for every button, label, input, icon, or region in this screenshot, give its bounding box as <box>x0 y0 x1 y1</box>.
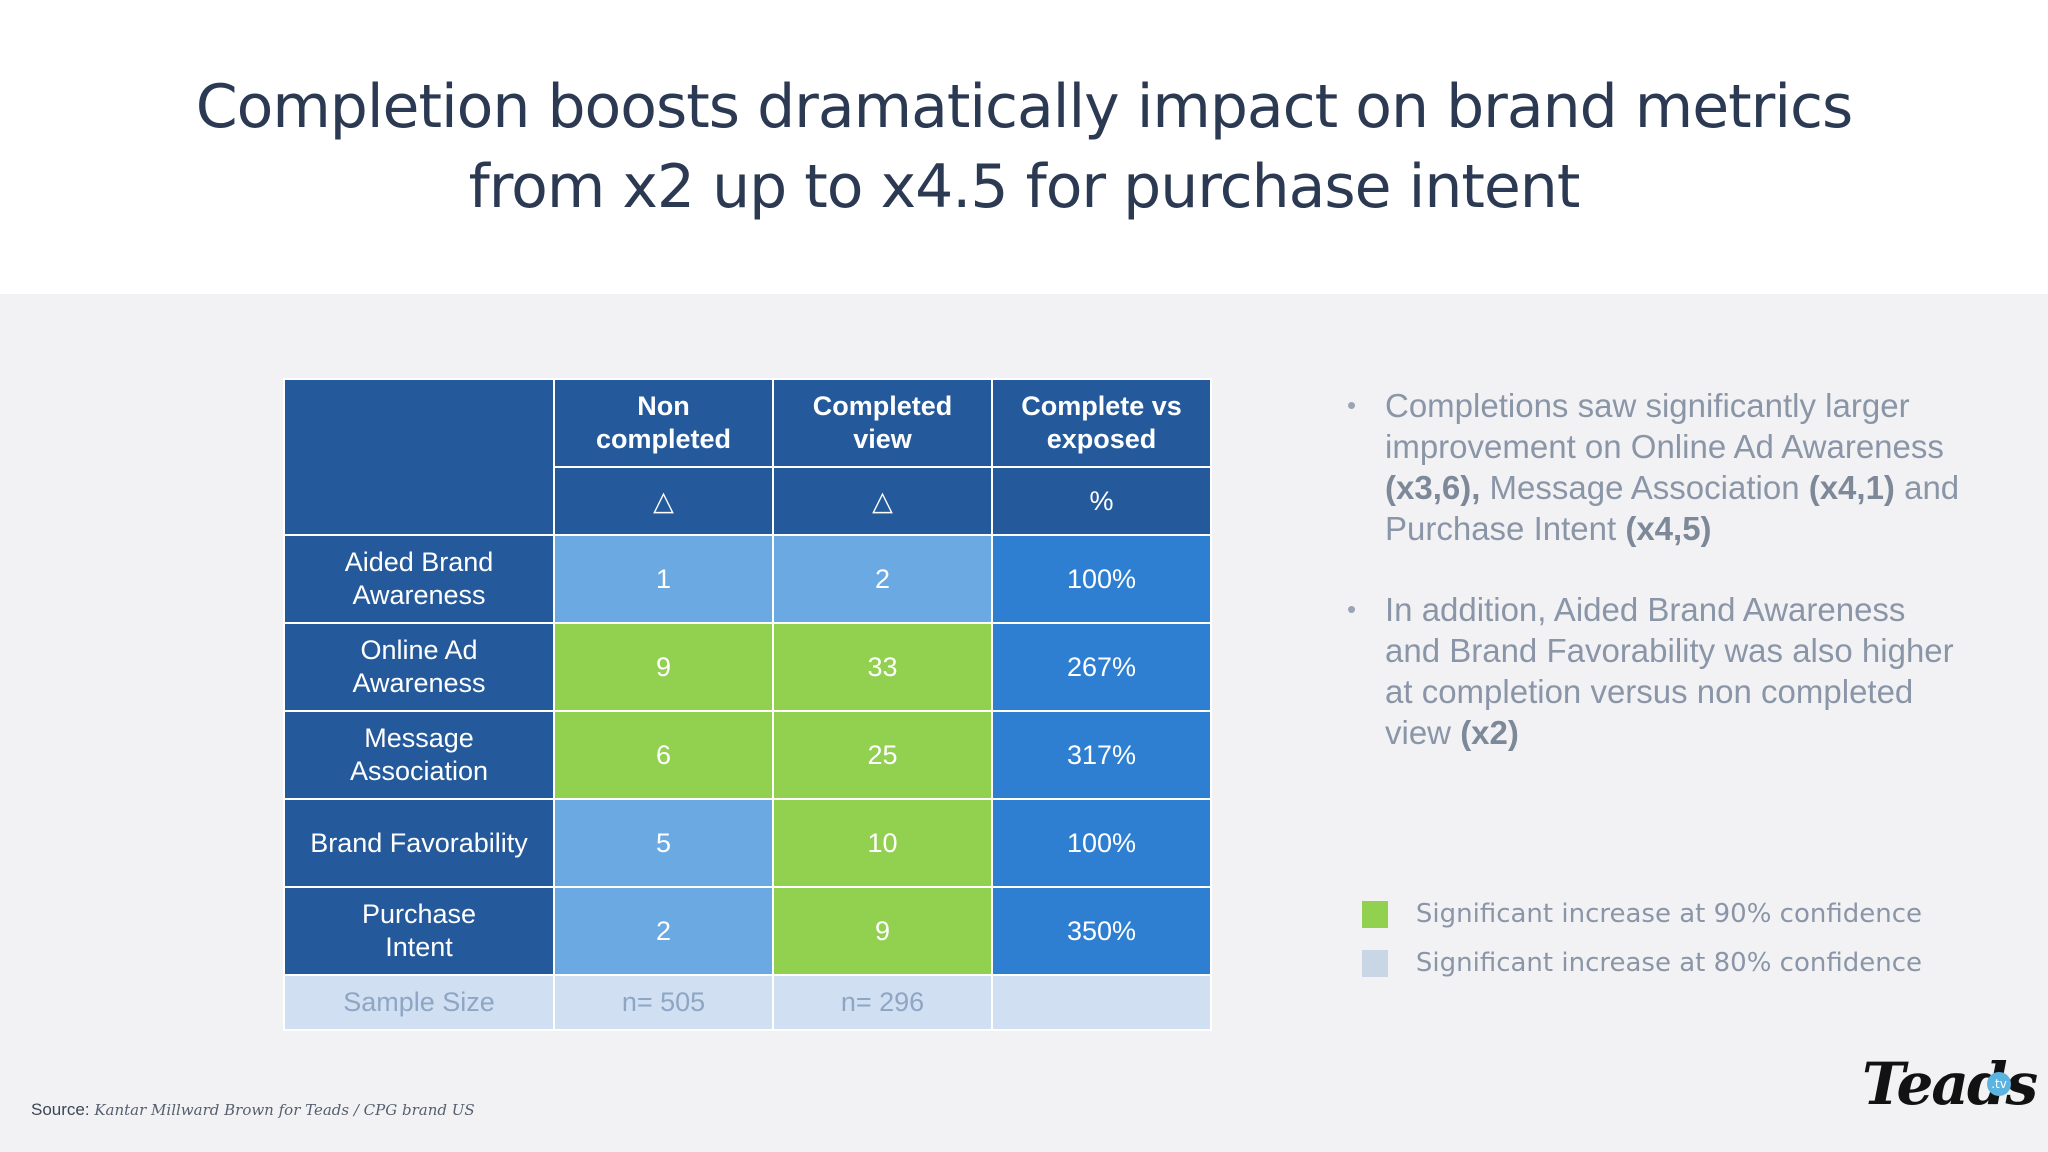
table-row: Online Ad Awareness 9 33 267% <box>283 622 1212 712</box>
cell-non-completed: 5 <box>553 798 774 888</box>
title-line-1: Completion boosts dramatically impact on… <box>195 72 1853 142</box>
row-label-text: Awareness <box>352 668 486 698</box>
table-row: Brand Favorability 5 10 100% <box>283 798 1212 888</box>
header-text: Non <box>637 391 690 421</box>
cell-non-completed: 1 <box>553 534 774 624</box>
row-label-text: Purchase <box>361 899 477 929</box>
sample-size-label: Sample Size <box>283 974 555 1031</box>
bullet-highlight: (x2) <box>1460 714 1519 751</box>
header-text: Completed <box>812 391 953 421</box>
title-line-2: from x2 up to x4.5 for purchase intent <box>468 152 1581 222</box>
bullet-text: In addition, Aided Brand Awareness and B… <box>1385 591 1954 751</box>
grey-swatch-icon <box>1362 949 1388 977</box>
sample-size-complete-vs-exposed <box>991 974 1212 1031</box>
cell-complete-vs-exposed: 267% <box>991 622 1212 712</box>
bullet-highlight: (x4,5) <box>1625 510 1712 547</box>
sample-size-row: Sample Size n= 505 n= 296 <box>283 974 1212 1031</box>
bullet-highlight: (x3,6), <box>1385 469 1481 506</box>
legend-label: Significant increase at 80% confidence <box>1415 948 1922 978</box>
finding-bullet: • In addition, Aided Brand Awareness and… <box>1343 589 1963 753</box>
header-text: view <box>853 424 912 454</box>
metrics-table: Non completed Completed view Complete vs… <box>283 378 1212 1031</box>
legend-item-90: Significant increase at 90% confidence <box>1362 899 1922 929</box>
source-label: Source: <box>31 1100 90 1119</box>
cell-completed-view: 9 <box>772 886 993 976</box>
teads-logo: Teads .tv <box>1862 1050 2038 1120</box>
table-row: Aided Brand Awareness 1 2 100% <box>283 534 1212 624</box>
header-complete-vs-exposed: Complete vs exposed <box>991 378 1212 468</box>
row-label-text: Awareness <box>352 580 486 610</box>
cell-completed-view: 10 <box>772 798 993 888</box>
source-note: Source: Kantar Millward Brown for Teads … <box>31 1100 475 1120</box>
header-non-completed: Non completed <box>553 378 774 468</box>
bullet-dot-icon: • <box>1347 594 1357 624</box>
row-label-text: Aided Brand <box>344 547 494 577</box>
logo-badge-icon: .tv <box>1987 1072 2011 1096</box>
cell-non-completed: 2 <box>553 886 774 976</box>
table-row: Purchase Intent 2 9 350% <box>283 886 1212 976</box>
delta-symbol: △ <box>553 466 774 536</box>
cell-non-completed: 6 <box>553 710 774 800</box>
finding-bullet: • Completions saw significantly larger i… <box>1343 385 1963 549</box>
legend-label: Significant increase at 90% confidence <box>1415 899 1922 929</box>
cell-complete-vs-exposed: 100% <box>991 534 1212 624</box>
cell-non-completed: 9 <box>553 622 774 712</box>
cell-complete-vs-exposed: 317% <box>991 710 1212 800</box>
row-label-text: Online Ad <box>360 635 478 665</box>
sample-size-non-completed: n= 505 <box>553 974 774 1031</box>
row-label-text: Intent <box>385 932 453 962</box>
sample-size-completed-view: n= 296 <box>772 974 993 1031</box>
bullet-highlight: (x4,1) <box>1808 469 1895 506</box>
row-label: Aided Brand Awareness <box>283 534 555 624</box>
row-label-text: Brand Favorability <box>310 827 528 858</box>
cell-completed-view: 25 <box>772 710 993 800</box>
source-text: Kantar Millward Brown for Teads / CPG br… <box>94 1101 475 1119</box>
cell-completed-view: 33 <box>772 622 993 712</box>
table-row: Message Association 6 25 317% <box>283 710 1212 800</box>
row-label: Online Ad Awareness <box>283 622 555 712</box>
slide-title: Completion boosts dramatically impact on… <box>0 0 2048 294</box>
header-text: completed <box>595 424 732 454</box>
percent-symbol: % <box>991 466 1212 536</box>
legend-item-80: Significant increase at 80% confidence <box>1362 948 1922 978</box>
cell-complete-vs-exposed: 100% <box>991 798 1212 888</box>
row-label: Purchase Intent <box>283 886 555 976</box>
bullet-text: Message Association <box>1480 469 1809 506</box>
table-corner-cell <box>283 378 555 536</box>
row-label-text: Message <box>364 723 474 753</box>
row-label: Brand Favorability <box>283 798 555 888</box>
green-swatch-icon <box>1362 900 1388 928</box>
bullet-text: Completions saw significantly larger imp… <box>1385 387 1944 465</box>
bullet-dot-icon: • <box>1347 390 1357 420</box>
header-text: exposed <box>1046 424 1157 454</box>
bullet-text: and Purchase Intent <box>1385 469 1960 547</box>
header-completed-view: Completed view <box>772 378 993 468</box>
row-label: Message Association <box>283 710 555 800</box>
key-findings: • Completions saw significantly larger i… <box>1343 385 1963 793</box>
cell-complete-vs-exposed: 350% <box>991 886 1212 976</box>
delta-symbol: △ <box>772 466 993 536</box>
header-text: Complete vs <box>1021 391 1182 421</box>
row-label-text: Association <box>349 756 489 786</box>
cell-completed-view: 2 <box>772 534 993 624</box>
